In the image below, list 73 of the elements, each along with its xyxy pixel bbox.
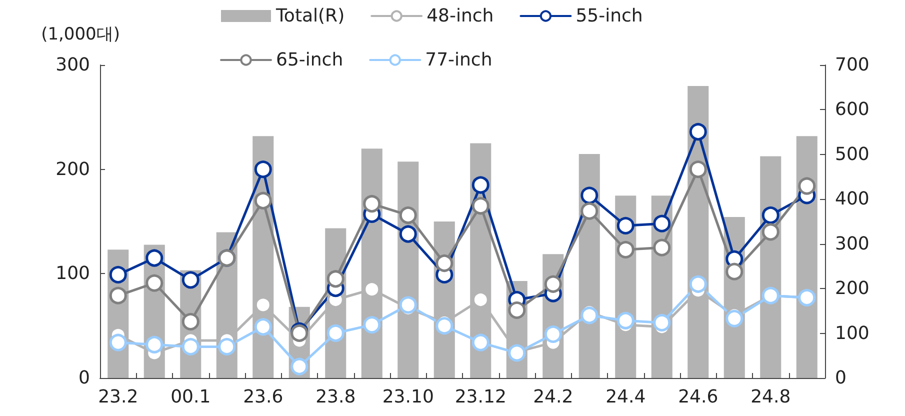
point	[363, 195, 381, 213]
point	[616, 216, 634, 234]
point	[544, 275, 562, 293]
point	[436, 317, 454, 335]
y-tick-label: 200	[56, 158, 90, 180]
point	[762, 206, 780, 224]
legend-label: 48-inch	[426, 6, 494, 26]
point	[254, 192, 272, 210]
x-tick-label: 24.4	[606, 386, 646, 408]
point	[472, 334, 490, 352]
y2-tick-label: 200	[835, 278, 870, 300]
point	[653, 314, 671, 332]
x-tick-label: 24.6	[678, 386, 718, 408]
point	[762, 223, 780, 241]
point	[689, 275, 707, 293]
y2-tick-label: 600	[835, 99, 870, 120]
x-tick-label: 23.12	[454, 386, 506, 408]
point	[472, 176, 490, 194]
x-tick-label: 24.8	[750, 386, 791, 408]
y-tick-label: 100	[56, 263, 90, 284]
point	[798, 177, 816, 195]
x-tick-label: 24.2	[533, 386, 574, 408]
y-tick-label: 300	[56, 54, 90, 76]
x-tick-label: 23.2	[98, 386, 138, 408]
point	[109, 334, 127, 352]
point	[109, 266, 127, 284]
y2-tick-label: 0	[835, 368, 846, 388]
point	[616, 312, 634, 330]
point	[326, 324, 344, 342]
legend-label: 65-inch	[276, 50, 344, 70]
point	[109, 286, 127, 304]
y2-tick-label: 300	[835, 233, 870, 254]
x-tick-label: 00.1	[170, 386, 211, 408]
point	[616, 240, 634, 258]
point	[580, 186, 598, 204]
point	[146, 274, 164, 292]
point	[182, 312, 200, 330]
point	[472, 197, 490, 215]
point	[254, 160, 272, 178]
legend-label: Total(R)	[275, 6, 345, 26]
point	[146, 336, 164, 354]
y-tick-label: 0	[78, 368, 90, 388]
point	[580, 202, 598, 220]
point	[254, 318, 272, 336]
point	[363, 316, 381, 334]
point	[399, 225, 417, 243]
point	[726, 310, 744, 328]
point	[689, 160, 707, 178]
y2-tick-label: 400	[835, 188, 870, 210]
point	[218, 338, 236, 356]
legend-label: 55-inch	[576, 6, 643, 26]
point	[399, 206, 417, 224]
x-tick-label: 23.10	[382, 386, 434, 408]
point	[326, 270, 344, 288]
point	[544, 325, 562, 343]
x-tick-label: 23.8	[316, 386, 356, 408]
point	[653, 214, 671, 232]
y2-tick-label: 700	[835, 54, 870, 76]
y2-tick-label: 500	[835, 144, 870, 165]
y-axis-title: (1,000대)	[41, 24, 120, 44]
point	[653, 238, 671, 256]
point	[290, 358, 308, 376]
x-tick-label: 23.6	[243, 386, 284, 408]
point	[689, 123, 707, 141]
point	[580, 306, 598, 324]
point	[726, 262, 744, 280]
point	[182, 271, 200, 289]
point	[146, 249, 164, 267]
legend-label: 77-inch	[425, 50, 492, 70]
point	[508, 301, 526, 319]
y2-tick-label: 100	[835, 322, 870, 344]
point	[436, 254, 454, 272]
point	[182, 338, 200, 356]
